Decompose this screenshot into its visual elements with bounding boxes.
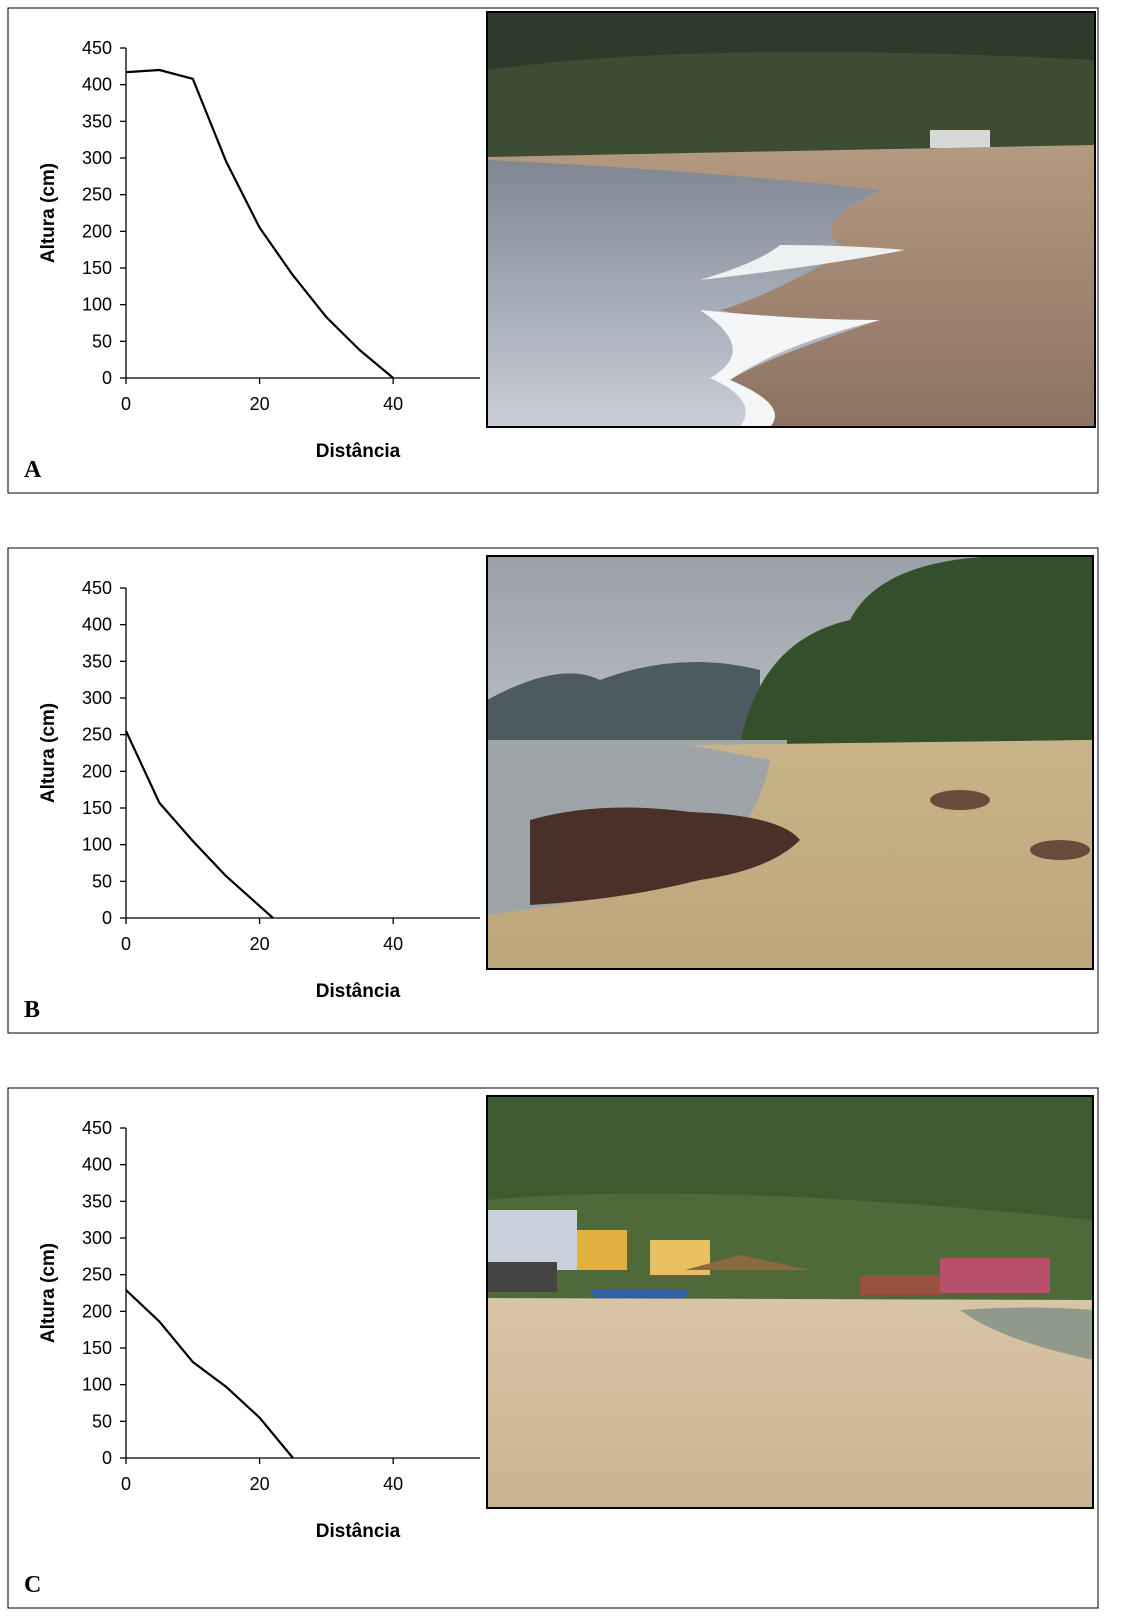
y-tick-label: 450 bbox=[82, 38, 112, 58]
data-line bbox=[125, 1289, 294, 1459]
x-axis-title: Distância bbox=[316, 441, 401, 462]
y-tick-label: 400 bbox=[82, 75, 112, 95]
y-tick-label: 400 bbox=[82, 1155, 112, 1175]
y-tick-label: 200 bbox=[82, 221, 112, 241]
y-axis-title: Altura (cm) bbox=[38, 1243, 59, 1343]
y-tick-label: 0 bbox=[102, 908, 112, 928]
x-axis-title: Distância bbox=[316, 1521, 401, 1542]
y-tick-label: 450 bbox=[82, 578, 112, 598]
y-tick-label: 100 bbox=[82, 295, 112, 315]
y-tick-label: 100 bbox=[82, 1375, 112, 1395]
y-tick-label: 250 bbox=[82, 1265, 112, 1285]
y-tick-label: 50 bbox=[92, 331, 112, 351]
panel-label: A bbox=[24, 457, 42, 483]
x-tick-label: 20 bbox=[250, 394, 270, 414]
y-tick-label: 200 bbox=[82, 761, 112, 781]
y-tick-label: 250 bbox=[82, 185, 112, 205]
panel-label: B bbox=[24, 997, 40, 1023]
x-tick-label: 40 bbox=[383, 394, 403, 414]
y-tick-label: 50 bbox=[92, 871, 112, 891]
x-tick-label: 0 bbox=[121, 394, 131, 414]
y-tick-label: 250 bbox=[82, 725, 112, 745]
y-tick-label: 50 bbox=[92, 1411, 112, 1431]
y-tick-label: 450 bbox=[82, 1118, 112, 1138]
x-tick-label: 40 bbox=[383, 934, 403, 954]
y-axis-title: Altura (cm) bbox=[38, 163, 59, 263]
y-tick-label: 300 bbox=[82, 688, 112, 708]
photo bbox=[486, 1095, 1094, 1509]
y-axis-title: Altura (cm) bbox=[38, 703, 59, 803]
x-tick-label: 0 bbox=[121, 1474, 131, 1494]
y-tick-label: 150 bbox=[82, 798, 112, 818]
x-tick-label: 0 bbox=[121, 934, 131, 954]
panel-frame bbox=[7, 1087, 1099, 1609]
x-tick-label: 40 bbox=[383, 1474, 403, 1494]
y-tick-label: 100 bbox=[82, 835, 112, 855]
panel-frame bbox=[7, 7, 1099, 494]
y-tick-label: 0 bbox=[102, 368, 112, 388]
panel-label: C bbox=[24, 1572, 41, 1598]
y-tick-label: 350 bbox=[82, 111, 112, 131]
y-tick-label: 0 bbox=[102, 1448, 112, 1468]
y-tick-label: 350 bbox=[82, 651, 112, 671]
x-tick-label: 20 bbox=[250, 1474, 270, 1494]
x-axis-title: Distância bbox=[316, 981, 401, 1002]
y-tick-label: 150 bbox=[82, 258, 112, 278]
y-tick-label: 300 bbox=[82, 148, 112, 168]
data-line bbox=[125, 68, 394, 379]
y-tick-label: 200 bbox=[82, 1301, 112, 1321]
y-tick-label: 400 bbox=[82, 615, 112, 635]
data-line bbox=[125, 730, 274, 919]
panel-frame bbox=[7, 547, 1099, 1034]
x-tick-label: 20 bbox=[250, 934, 270, 954]
y-tick-label: 300 bbox=[82, 1228, 112, 1248]
y-tick-label: 150 bbox=[82, 1338, 112, 1358]
y-tick-label: 350 bbox=[82, 1191, 112, 1211]
photo bbox=[486, 555, 1094, 970]
photo bbox=[486, 11, 1096, 428]
